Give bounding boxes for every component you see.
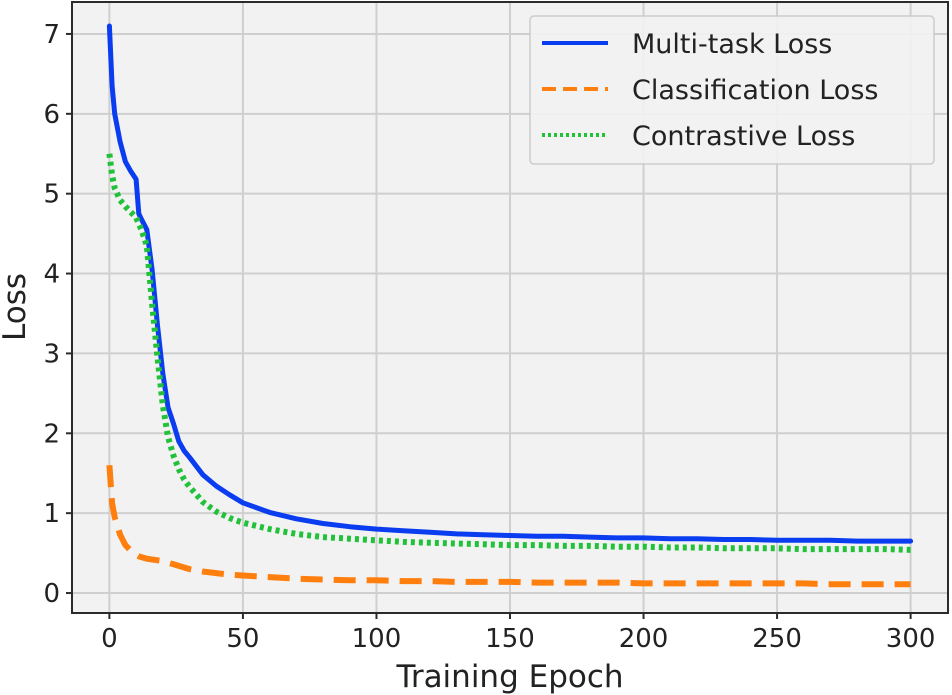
series-line-contrastive-loss: [106, 153, 911, 553]
y-tick-label: 4: [43, 260, 60, 290]
x-tick-label: 0: [101, 624, 118, 654]
y-tick-label: 6: [43, 100, 60, 130]
y-tick-label: 2: [43, 419, 60, 449]
y-axis-label: Loss: [0, 273, 33, 341]
series-line-multi-task-loss: [106, 23, 914, 544]
x-tick-label: 200: [619, 624, 669, 654]
legend-label: Classification Loss: [632, 75, 878, 106]
x-tick-label: 250: [752, 624, 802, 654]
series-lines: [106, 23, 914, 588]
x-tick-label: 50: [226, 624, 259, 654]
y-tick-label: 0: [43, 579, 60, 609]
legend-label: Contrastive Loss: [632, 121, 855, 152]
x-tick-label: 100: [352, 624, 402, 654]
y-tick-label: 3: [43, 339, 60, 369]
y-tick-label: 1: [43, 499, 60, 529]
legend-label: Multi-task Loss: [632, 29, 832, 60]
axis-ticks: 0 50 100 150 200 250 300 0 1 2 3 4 5 6 7: [43, 20, 935, 654]
legend: Multi-task Loss Classification Loss Contra…: [529, 15, 935, 165]
x-axis-label: Training Epoch: [395, 659, 623, 695]
series-line-classification-loss: [106, 464, 911, 588]
y-tick-label: 7: [43, 20, 60, 50]
y-tick-label: 5: [43, 180, 60, 210]
x-tick-label: 150: [485, 624, 535, 654]
x-tick-label: 300: [886, 624, 936, 654]
legend-box: [529, 15, 935, 165]
